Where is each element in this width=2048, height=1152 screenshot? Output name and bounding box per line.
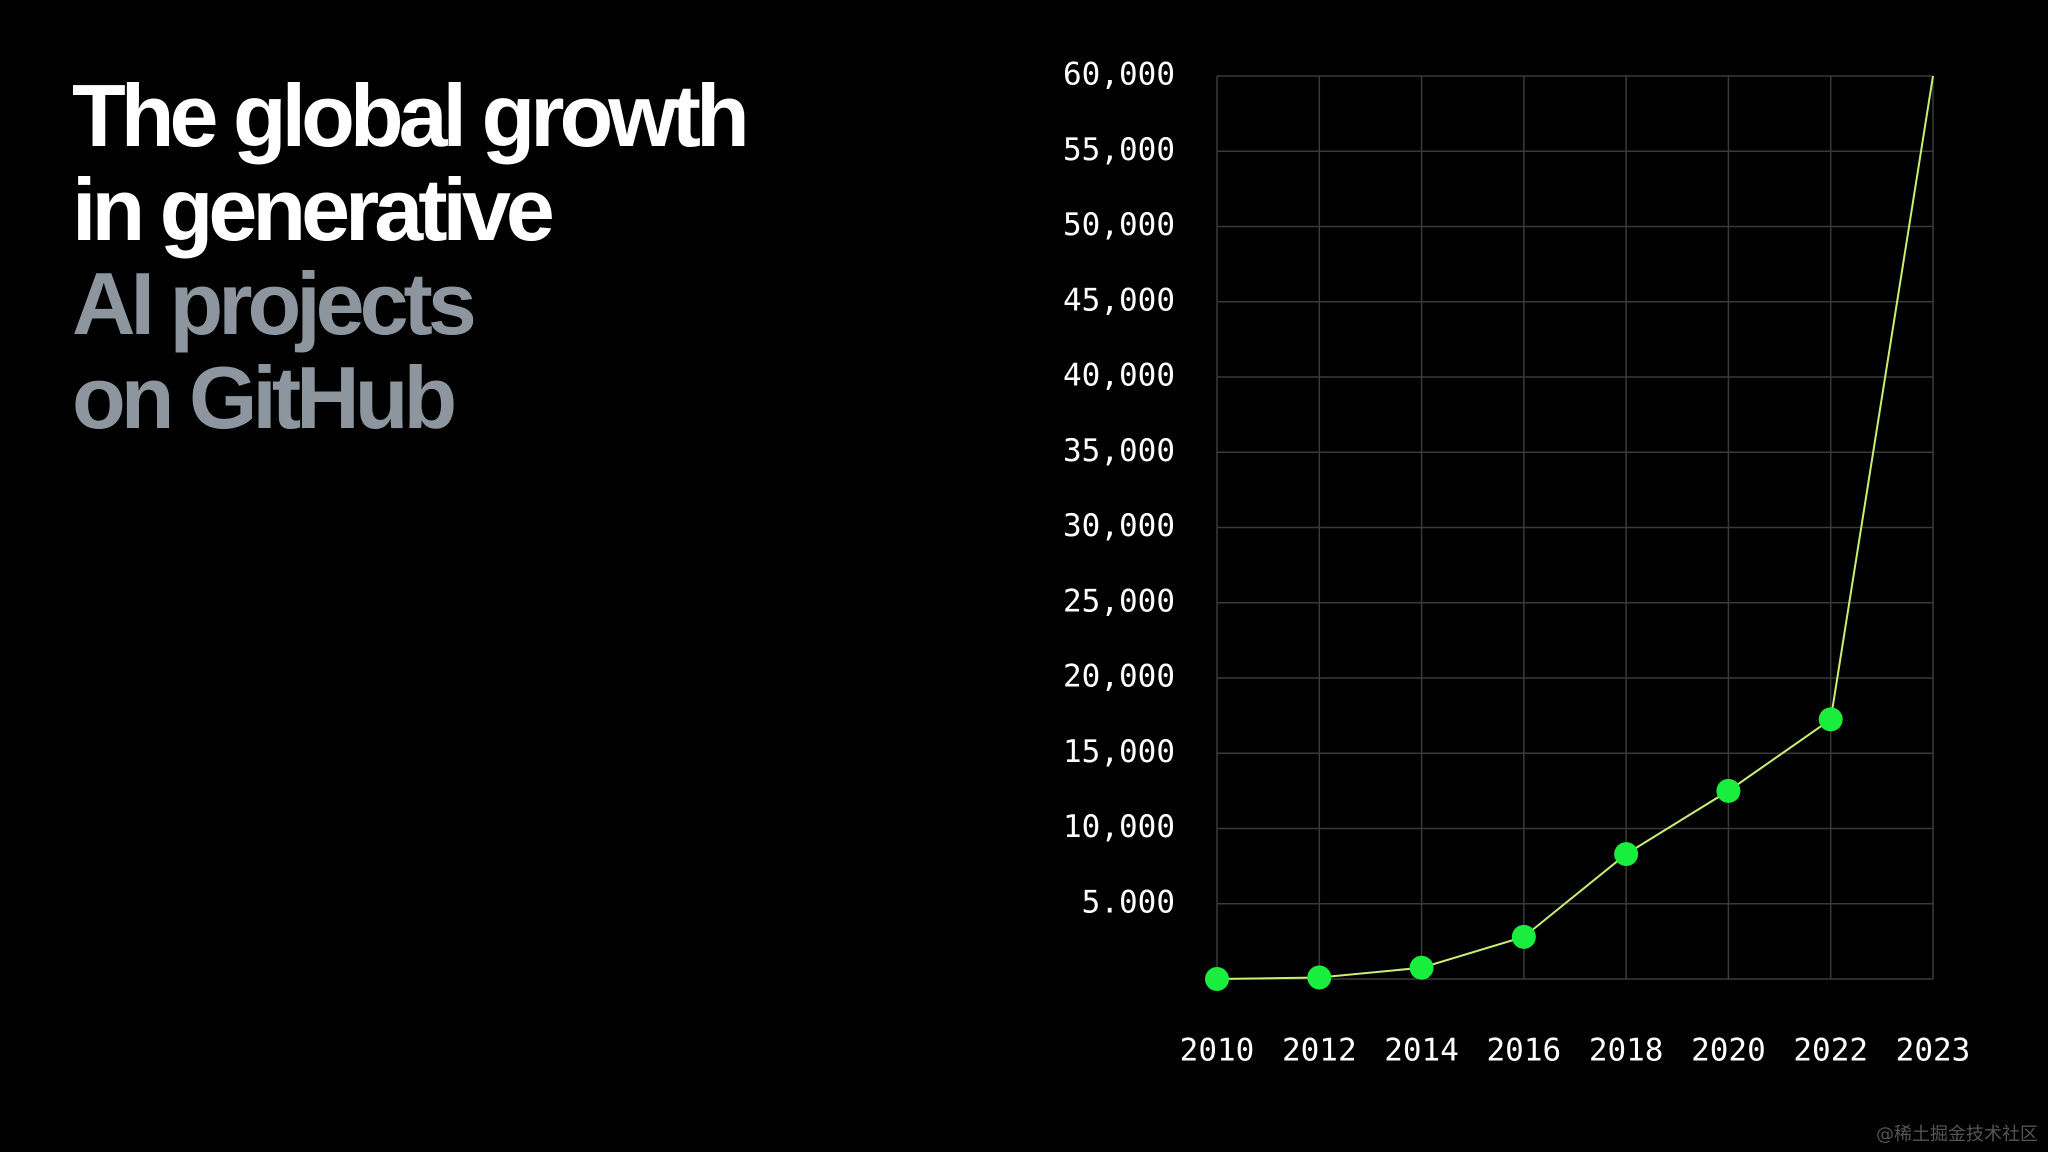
title-line-accent: AI projects	[72, 254, 474, 353]
title-line: The global growth	[72, 66, 745, 165]
marker	[1307, 965, 1332, 990]
y-tick-label: 55,000	[1063, 132, 1175, 168]
y-tick-label: 45,000	[1063, 282, 1175, 318]
marker	[1409, 955, 1434, 980]
y-tick-label: 25,000	[1063, 583, 1175, 619]
x-tick-label: 2018	[1589, 1033, 1664, 1069]
x-tick-label: 2016	[1487, 1033, 1562, 1069]
x-tick-label: 2012	[1282, 1033, 1357, 1069]
x-tick-label: 2014	[1384, 1033, 1459, 1069]
y-tick-label: 15,000	[1063, 734, 1175, 770]
y-tick-label: 40,000	[1063, 358, 1175, 394]
title-line: in generative	[72, 160, 552, 259]
marker	[1205, 967, 1229, 991]
marker	[1716, 778, 1741, 803]
y-tick-label: 50,000	[1063, 207, 1175, 243]
x-tick-label: 2022	[1793, 1033, 1868, 1069]
marker	[1614, 842, 1639, 867]
watermark: @稀土掘金技术社区	[1876, 1124, 2038, 1145]
x-tick-label: 2010	[1180, 1033, 1255, 1069]
y-tick-label: 35,000	[1063, 433, 1175, 469]
y-tick-label: 5.000	[1082, 884, 1175, 920]
x-tick-label: 2020	[1691, 1033, 1766, 1069]
y-tick-label: 10,000	[1063, 809, 1175, 845]
title-line-accent: on GitHub	[72, 348, 454, 447]
y-tick-label: 20,000	[1063, 659, 1175, 695]
x-tick-label: 2023	[1896, 1033, 1971, 1069]
marker	[1818, 707, 1843, 732]
marker	[1511, 924, 1536, 949]
line	[1216, 75, 1934, 980]
y-tick-label: 30,000	[1063, 508, 1175, 544]
y-tick-label: 60,000	[1063, 57, 1175, 93]
